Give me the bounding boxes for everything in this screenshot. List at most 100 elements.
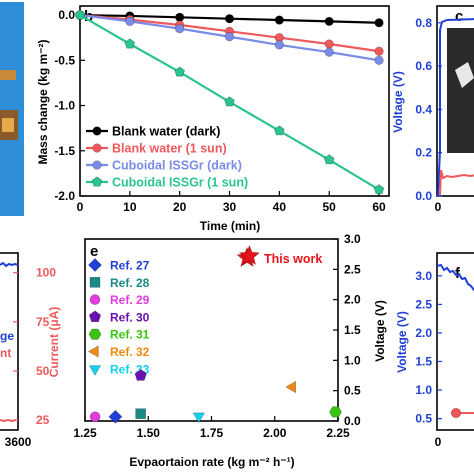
panel-b-ylabel: Mass change (kg m⁻²) xyxy=(36,39,50,164)
panel-c-ytick-label: 0.8 xyxy=(415,16,432,30)
panel-e-label: e xyxy=(90,243,98,260)
panel-e-ytick-label: 0.5 xyxy=(344,384,361,398)
panel-e-legend-label: Ref. 27 xyxy=(110,259,150,273)
panel-e-point xyxy=(238,244,261,266)
panel-left-ytick-label: 25 xyxy=(36,413,50,427)
panel-b-legend-label: Cuboidal ISSGr (dark) xyxy=(112,159,242,173)
panel-left-voltage-line xyxy=(0,261,19,268)
panel-e-point xyxy=(108,409,123,424)
panel-b-point xyxy=(124,38,136,49)
panel-e-point xyxy=(135,408,146,420)
panel-b-ytick-label: -0.5 xyxy=(54,53,75,67)
panel-b-legend-marker xyxy=(92,126,102,136)
panel-b-xtick-label: 30 xyxy=(223,200,237,214)
panel-b-legend-label: Blank water (1 sun) xyxy=(112,142,227,156)
panel-left-ytick-label: 75 xyxy=(36,315,50,329)
panel-b-xlabel: Time (min) xyxy=(200,219,260,233)
panel-f-ytick-label: 1.5 xyxy=(415,354,432,368)
panel-b-point xyxy=(373,184,385,195)
panel-b-xtick-label: 60 xyxy=(372,200,386,214)
panel-b-ytick-label: -1.5 xyxy=(54,144,75,158)
panel-left-ytick-label: 50 xyxy=(36,364,50,378)
panel-b-point xyxy=(324,16,334,26)
panel-b-legend-marker xyxy=(92,143,102,153)
panel-f-ytick-label: 1.0 xyxy=(415,383,432,397)
panel-b-point xyxy=(274,40,284,50)
panel-f-xtick-0: 0 xyxy=(435,435,442,449)
panel-b-legend-label: Blank water (dark) xyxy=(112,125,220,139)
panel-c-ylabel: Voltage (V) xyxy=(391,71,405,133)
panel-e-ytick-label: 1.5 xyxy=(344,323,361,337)
panel-e-ytick-label: 0.0 xyxy=(344,414,361,428)
panel-c-current-line xyxy=(439,169,474,197)
panel-left-xtick: 3600 xyxy=(5,435,32,449)
panel-b-point xyxy=(224,96,235,107)
panel-b-frame xyxy=(79,5,390,197)
panel-e-xtick-label: 1.75 xyxy=(200,426,224,440)
panel-e-legend-marker xyxy=(88,310,102,323)
panel-e-point xyxy=(89,411,101,423)
panel-f-ytick-label: 0.5 xyxy=(415,412,432,426)
panel-c-ytick-label: 0.0 xyxy=(415,189,432,203)
panel-e-legend-marker xyxy=(89,294,101,305)
panel-e-legend-marker xyxy=(88,365,102,376)
panel-f-ylabel: Voltage (V) xyxy=(395,311,409,373)
panel-c-voltage-line xyxy=(437,18,474,197)
panel-b-xtick-label: 50 xyxy=(323,200,337,214)
panel-b-point xyxy=(374,46,384,56)
panel-e: e 1.25 1.50 1.75 2.00 2.250.0 0.5 1.0 1.5 2.0 2.5… xyxy=(73,232,387,469)
panel-f-ytick-label: 2.0 xyxy=(415,326,432,340)
panel-b-point xyxy=(274,15,284,25)
panel-b-point xyxy=(224,14,235,24)
panel-e-legend-marker xyxy=(87,345,99,358)
panel-b-point xyxy=(324,47,334,57)
panel-left-ytick-label: 100 xyxy=(36,266,56,280)
panel-left-legend-2: nt xyxy=(0,346,11,360)
panel-e-xtick-label: 1.50 xyxy=(137,426,161,440)
panel-b-point xyxy=(125,16,135,26)
panel-c-ytick-label: 0.2 xyxy=(415,146,432,160)
panel-b-xtick-label: 40 xyxy=(273,200,287,214)
panel-c: c 0.80.60.40.20.0 Voltage (V) 0 6 xyxy=(391,5,474,214)
panel-f-frame xyxy=(436,252,474,431)
panel-c-photo xyxy=(447,28,474,153)
panel-b-xtick-label: 10 xyxy=(123,200,137,214)
panel-e-legend-label: Ref. 30 xyxy=(110,310,150,324)
panel-b-point xyxy=(224,32,235,42)
panel-b-legend-marker xyxy=(92,160,102,170)
panel-f-current-marker xyxy=(451,408,461,418)
panel-b-point xyxy=(374,55,384,65)
panel-b-point xyxy=(175,12,185,22)
panel-b: b 0 10 20 30 40 50 600.0-0.5-1.0-1.5-2.0 Blank… xyxy=(36,5,390,233)
panel-b-point xyxy=(175,24,185,34)
panel-b-ytick-label: 0.0 xyxy=(58,8,75,22)
panel-e-legend-label: Ref. 31 xyxy=(110,328,150,342)
panel-e-legend-label-this-work: This work xyxy=(264,252,322,266)
panel-e-ytick-label: 3.0 xyxy=(344,232,361,246)
panel-e-point xyxy=(192,412,206,424)
panel-e-legend-marker xyxy=(89,276,101,288)
panel-e-xtick-label: 1.25 xyxy=(73,426,97,440)
panel-e-legend-marker xyxy=(88,258,102,272)
panel-left-ylabel: Current (μA) xyxy=(47,307,61,378)
panel-b-point xyxy=(374,18,384,28)
panel-b-xtick-label: 0 xyxy=(77,200,84,214)
panel-b-point xyxy=(174,66,185,77)
panel-e-point xyxy=(134,369,147,381)
panel-b-point xyxy=(323,154,335,165)
photo-left xyxy=(0,2,24,216)
panel-b-legend-marker xyxy=(91,176,103,187)
panel-f-ytick-label: 2.5 xyxy=(415,297,432,311)
panel-c-frame xyxy=(436,5,474,197)
panel-c-xtick-0: 0 xyxy=(435,200,442,214)
panel-b-point xyxy=(274,125,285,136)
panel-f-ytick-label: 3.0 xyxy=(415,269,432,283)
panel-c-ytick-label: 0.6 xyxy=(415,59,432,73)
panel-c-ytick-label: 0.4 xyxy=(415,102,432,116)
panel-b-ytick-label: -1.0 xyxy=(54,99,75,113)
panel-left-frame xyxy=(0,252,19,431)
panel-e-xtick-label: 2.00 xyxy=(263,426,287,440)
panel-e-ytick-label: 2.5 xyxy=(344,262,361,276)
panel-e-xlabel: Evpaortaion rate (kg m⁻² h⁻¹) xyxy=(129,455,294,469)
